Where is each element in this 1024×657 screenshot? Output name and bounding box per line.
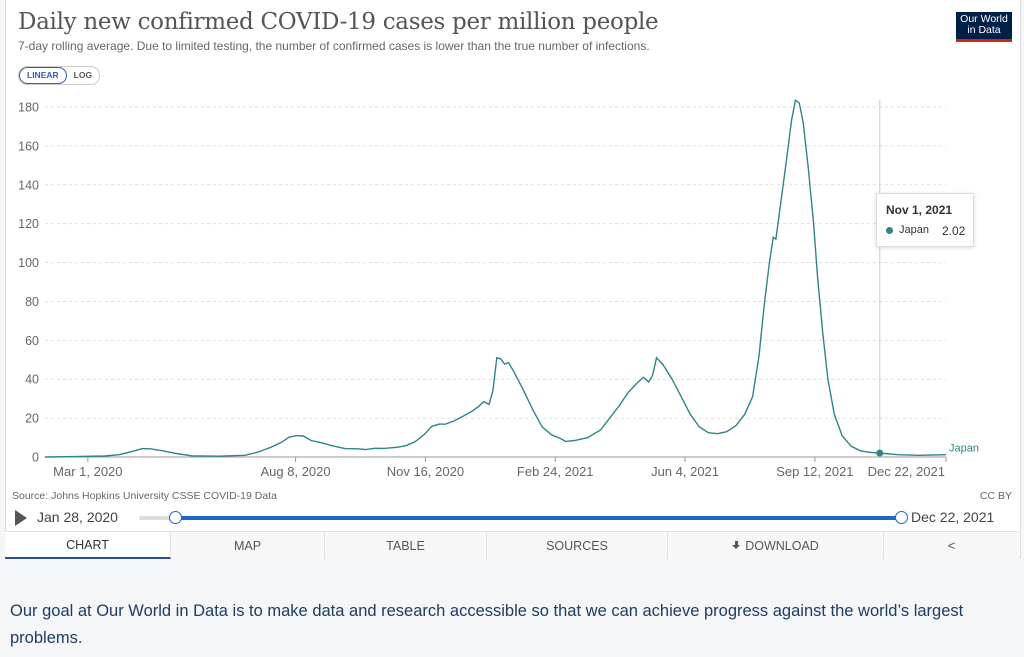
tab-table[interactable]: TABLE [325, 532, 487, 559]
line-chart[interactable]: 0 20 40 60 80 100 120 140 160 180 Mar 1, 2020 Aug … [0, 0, 1024, 500]
mission-statement: Our goal at Our World in Data is to make… [10, 602, 964, 647]
chart-subtitle: 7-day rolling average. Due to limited te… [18, 39, 650, 53]
owid-logo[interactable]: Our World in Data [956, 12, 1012, 42]
source-note[interactable]: Source: Johns Hopkins University CSSE CO… [12, 490, 277, 502]
timeline-range[interactable] [176, 516, 902, 520]
timeline-start-handle[interactable] [169, 511, 182, 524]
y-tick-label: 40 [25, 373, 39, 387]
y-tick-label: 160 [18, 139, 39, 153]
download-icon [732, 541, 741, 550]
x-tick-label: Jun 4, 2021 [651, 464, 719, 479]
timeline-end-date: Dec 22, 2021 [911, 509, 995, 525]
y-tick-label: 60 [25, 334, 39, 348]
x-tick-label: Sep 12, 2021 [776, 464, 853, 479]
x-tick-label: Nov 16, 2020 [387, 464, 464, 479]
chart-title: Daily new confirmed COVID-19 cases per m… [18, 9, 659, 35]
tooltip-date: Nov 1, 2021 [886, 203, 953, 217]
hover-tooltip: Nov 1, 2021 Japan 2.02 [876, 193, 974, 247]
series-line-japan [44, 98, 947, 458]
y-tick-label: 80 [25, 295, 39, 309]
hover-point [876, 449, 884, 457]
logo-line-2: in Data [967, 24, 1001, 36]
chart-tabs: CHART MAP TABLE SOURCES DOWNLOAD < [5, 531, 1019, 559]
timeline: Jan 28, 2020 Dec 22, 2021 [12, 507, 1008, 529]
timeline-start-date: Jan 28, 2020 [37, 509, 118, 525]
license-link[interactable]: CC BY [979, 490, 1012, 502]
tab-share[interactable]: < [884, 532, 1019, 559]
y-tick-label: 0 [32, 451, 39, 465]
y-tick-label: 100 [18, 256, 39, 270]
y-tick-label: 180 [18, 101, 39, 115]
tab-chart[interactable]: CHART [5, 532, 171, 559]
tooltip-series-row: Japan [886, 224, 929, 236]
x-tick-label: Feb 24, 2021 [517, 464, 594, 479]
timeline-end-handle[interactable] [895, 511, 908, 524]
tab-map[interactable]: MAP [171, 532, 325, 559]
series-label-japan: Japan [949, 443, 979, 455]
linear-scale-button[interactable]: LINEAR [19, 67, 67, 84]
x-tick-label: Dec 22, 2021 [868, 464, 945, 479]
grid-lines [45, 106, 946, 458]
tab-download[interactable]: DOWNLOAD [668, 532, 884, 559]
tooltip-series-name: Japan [899, 224, 929, 236]
x-tick-label: Mar 1, 2020 [53, 464, 122, 479]
y-tick-label: 120 [18, 217, 39, 231]
x-axis-ticks: Mar 1, 2020 Aug 8, 2020 Nov 16, 2020 Feb 24… [53, 457, 947, 479]
scale-toggle: LINEAR LOG [18, 66, 101, 85]
series-color-dot [886, 226, 893, 234]
play-icon[interactable] [15, 510, 27, 526]
tab-download-label: DOWNLOAD [745, 538, 819, 553]
log-scale-button[interactable]: LOG [73, 70, 93, 80]
tab-sources[interactable]: SOURCES [487, 532, 668, 559]
tooltip-value: 2.02 [942, 224, 966, 238]
y-tick-label: 140 [18, 178, 39, 192]
logo-line-1: Our World [960, 13, 1008, 25]
y-axis-ticks: 0 20 40 60 80 100 120 140 160 180 [18, 101, 39, 465]
x-tick-label: Aug 8, 2020 [261, 464, 331, 479]
y-tick-label: 20 [25, 412, 39, 426]
share-icon: < [947, 538, 956, 553]
chart-card: Daily new confirmed COVID-19 cases per m… [5, 0, 1021, 558]
